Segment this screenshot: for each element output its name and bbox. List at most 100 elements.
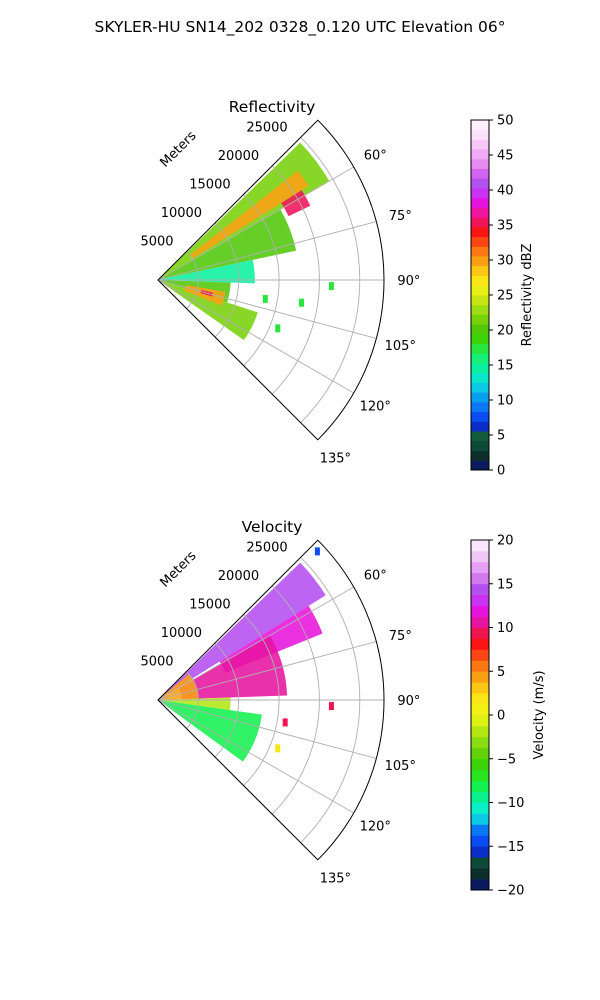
colorbar-swatch [471,197,489,208]
colorbar-swatch [471,747,489,760]
colorbar-swatch [471,401,489,413]
range-tick-label: 25000 [246,540,287,555]
azimuth-spoke [157,279,377,339]
polar-frame [157,539,385,861]
colorbar-tick-label: 10 [497,621,514,636]
echo-region [158,259,255,284]
velocity-panel: Velocity 5000 10000 15000 20000 25000 60° 75°… [140,518,547,899]
reflectivity-grid [157,119,385,441]
echo-point [328,702,334,711]
azimuth-tick-label: 105° [385,339,416,354]
colorbar-swatch [471,594,489,607]
colorbar-swatch [471,149,489,160]
colorbar-swatch [471,616,489,628]
colorbar-swatch [471,725,489,738]
colorbar-swatch [471,392,489,403]
range-tick-label: 15000 [189,597,230,612]
colorbar-swatch [471,813,489,825]
velocity-radial-label: Meters [158,548,200,590]
reflectivity-range-ticks: 5000 10000 15000 20000 25000 [140,120,287,249]
azimuth-tick-label: 135° [320,451,351,466]
colorbar-tick-label: 5 [497,429,505,444]
colorbar-swatch [471,769,489,782]
colorbar-tick-label: 30 [497,254,514,269]
azimuth-spoke [157,166,354,281]
colorbar-swatch [471,857,489,869]
range-tick-label: 15000 [189,177,230,192]
range-tick-label: 10000 [161,206,202,221]
colorbar-swatch [471,285,489,296]
colorbar-tick-label: 35 [497,219,514,234]
echo-region [158,697,231,711]
azimuth-tick-label: 60° [364,149,387,164]
colorbar-tick-label: 25 [497,289,514,304]
colorbar-swatch [471,879,489,891]
colorbar-tick-label: 0 [497,464,505,479]
colorbar-swatch [471,363,489,374]
range-tick-label: 25000 [246,120,287,135]
colorbar-swatch [471,649,489,661]
echo-region [178,635,288,700]
colorbar-tick-label: 20 [497,534,514,549]
colorbar-swatch [471,572,489,585]
colorbar-tick-label: 10 [497,394,514,409]
colorbar-swatch [471,693,489,705]
colorbar-swatch [471,304,489,315]
echo-region [189,170,309,259]
colorbar-swatch [471,431,489,442]
polar-frame [157,119,385,441]
colorbar-swatch [471,682,489,694]
colorbar-swatch [471,324,489,335]
colorbar-tick-label: −10 [497,796,524,811]
colorbar-swatch [471,120,489,131]
colorbar-swatch [471,372,489,383]
velocity-azimuth-ticks: 60° 75° 90° 105° 120° 135° [320,569,421,887]
echo-point [298,298,304,307]
colorbar-swatch [471,736,489,749]
colorbar-swatch [471,295,489,306]
colorbar-swatch [471,715,489,727]
colorbar-swatch [471,780,489,792]
colorbar-swatch [471,605,489,617]
colorbar-swatch [471,638,489,650]
colorbar-swatch [471,450,489,461]
colorbar-swatch [471,460,489,471]
colorbar-swatch [471,275,489,286]
reflectivity-title: Reflectivity [229,98,316,116]
colorbar-swatch [471,217,489,228]
velocity-title: Velocity [242,518,303,536]
range-tick-label: 5000 [140,234,173,249]
azimuth-tick-label: 135° [320,871,351,886]
echo-region [158,142,330,280]
reflectivity-azimuth-ticks: 60° 75° 90° 105° 120° 135° [320,149,421,467]
colorbar-swatch [471,627,489,639]
colorbar-swatch [471,704,489,716]
colorbar-swatch [471,129,489,140]
colorbar-tick-label: 50 [497,114,514,129]
velocity-colorbar-label: Velocity (m/s) [532,670,547,759]
echo-point [275,744,281,753]
colorbar-swatch [471,802,489,814]
echo-point [282,718,288,727]
colorbar-swatch [471,824,489,836]
colorbar-swatch [471,835,489,847]
echo-point [328,282,334,291]
colorbar-swatch [471,550,489,563]
azimuth-spoke [157,221,377,281]
colorbar-swatch [471,846,489,858]
colorbar-tick-label: 15 [497,577,514,592]
colorbar-swatch [471,236,489,247]
echo-point [262,294,268,303]
colorbar-tick-label: −5 [497,752,516,767]
colorbar-swatch [471,168,489,179]
colorbar-tick-label: −15 [497,840,524,855]
azimuth-spoke [157,586,354,701]
range-tick-label: 20000 [218,149,259,164]
colorbar-swatch [471,561,489,574]
azimuth-tick-label: 60° [364,569,387,584]
azimuth-tick-label: 90° [397,694,420,709]
echo-region [158,674,199,700]
azimuth-spoke [157,279,354,394]
colorbar-swatch [471,660,489,672]
